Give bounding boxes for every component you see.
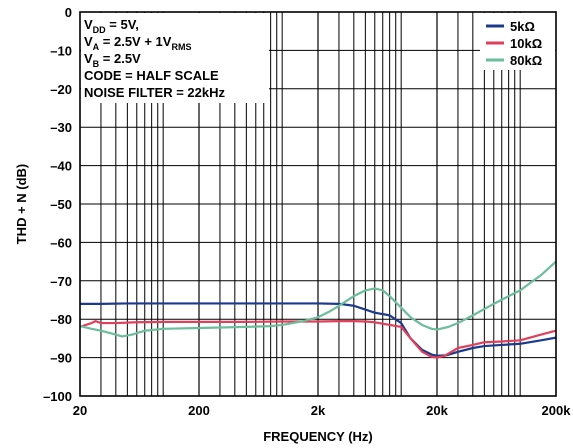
y-tick-label: –40 bbox=[50, 159, 72, 174]
y-tick-label: –30 bbox=[50, 120, 72, 135]
y-tick-label: –80 bbox=[50, 312, 72, 327]
y-tick-label: 0 bbox=[65, 5, 72, 20]
annotation-line: NOISE FILTER = 22kHz bbox=[84, 85, 225, 100]
series-lines bbox=[79, 260, 557, 359]
legend-label: 10kΩ bbox=[510, 36, 542, 51]
annotation-line: VDD = 5V, bbox=[84, 17, 139, 35]
y-tick-label: –90 bbox=[50, 351, 72, 366]
y-tick-label: –10 bbox=[50, 43, 72, 58]
annotation-line: CODE = HALF SCALE bbox=[84, 68, 219, 83]
legend-label: 80kΩ bbox=[510, 53, 542, 68]
x-tick-label: 20 bbox=[73, 403, 87, 418]
annotation-background bbox=[81, 13, 269, 103]
y-axis-title: THD + N (dB) bbox=[14, 164, 29, 245]
y-tick-label: –60 bbox=[50, 235, 72, 250]
x-tick-label: 200k bbox=[542, 403, 572, 418]
x-axis-title: FREQUENCY (Hz) bbox=[263, 429, 373, 444]
x-tick-label: 2k bbox=[311, 403, 326, 418]
series-line-2 bbox=[79, 320, 557, 359]
y-tick-label: –100 bbox=[43, 389, 72, 404]
series-line-3 bbox=[79, 260, 557, 338]
annotation-line: VB = 2.5V bbox=[84, 51, 141, 69]
legend: 5kΩ 10kΩ 80kΩ bbox=[486, 19, 542, 68]
series-line-1 bbox=[80, 302, 557, 357]
x-tick-label: 20k bbox=[426, 403, 448, 418]
annotation-line: VA = 2.5V + 1VRMS bbox=[84, 34, 191, 52]
x-tick-label: 200 bbox=[188, 403, 210, 418]
y-tick-label: –20 bbox=[50, 82, 72, 97]
plot-frame bbox=[79, 11, 557, 397]
y-tick-label: –50 bbox=[50, 197, 72, 212]
legend-label: 5kΩ bbox=[510, 19, 535, 34]
y-tick-label: –70 bbox=[50, 274, 72, 289]
